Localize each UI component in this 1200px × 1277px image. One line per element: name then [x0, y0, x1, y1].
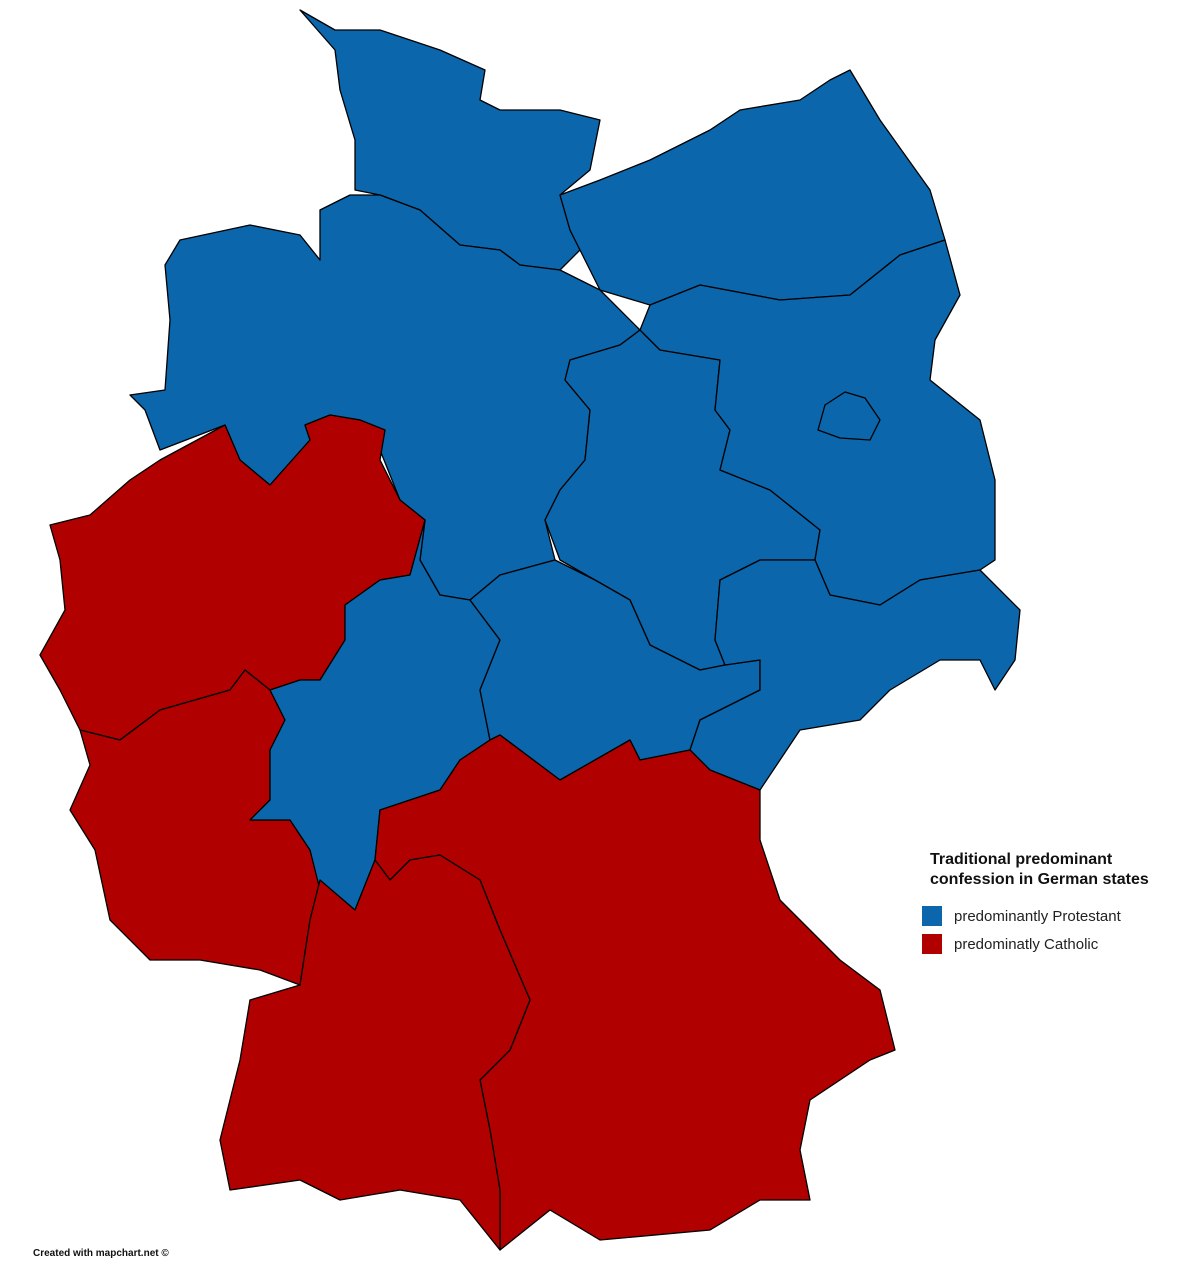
- footer-credit: Created with mapchart.net ©: [33, 1248, 169, 1259]
- region-baden-wuerttemberg[interactable]: [219, 854, 531, 1251]
- legend-label: predominatly Catholic: [954, 935, 1099, 953]
- legend-swatch-catholic: [922, 934, 942, 954]
- region-mecklenburg[interactable]: [559, 69, 946, 306]
- legend-item-catholic: predominatly Catholic: [922, 930, 1200, 958]
- legend-swatch-protestant: [922, 906, 942, 926]
- legend-title: Traditional predominant confession in Ge…: [930, 851, 1149, 888]
- legend: Traditional predominant confession in Ge…: [922, 850, 1200, 958]
- legend-label: predominantly Protestant: [954, 907, 1121, 925]
- region-saxony[interactable]: [689, 559, 1021, 791]
- region-berlin[interactable]: [817, 391, 881, 441]
- legend-item-protestant: predominantly Protestant: [922, 902, 1200, 930]
